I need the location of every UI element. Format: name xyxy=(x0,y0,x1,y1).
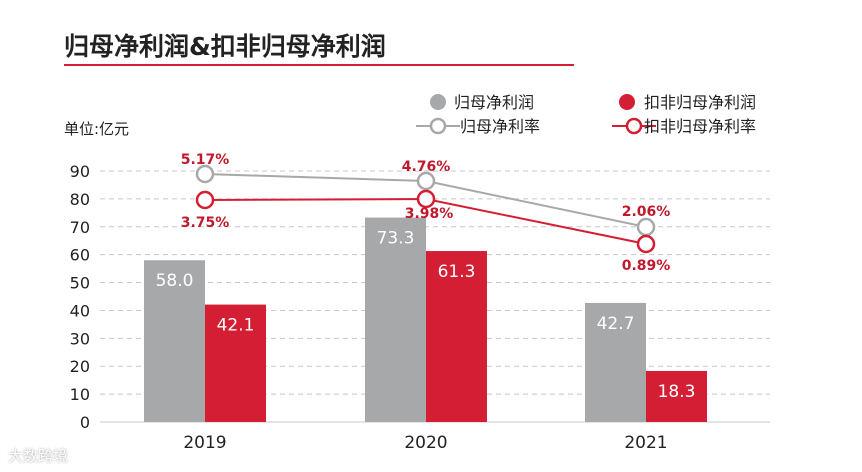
x-tick-label: 2019 xyxy=(183,433,226,453)
bars: 58.0 73.3 42.7 42.1 61.3 18.3 xyxy=(144,217,707,422)
rate-label: 3.75% xyxy=(181,215,230,231)
line-point xyxy=(195,190,215,210)
y-tick-label: 50 xyxy=(70,274,90,293)
rate-label: 0.89% xyxy=(622,258,671,274)
legend-swatch xyxy=(430,94,446,110)
line-point xyxy=(195,164,215,184)
legend-label: 扣非归母净利率 xyxy=(644,117,756,136)
legend-label: 扣非归母净利润 xyxy=(644,93,756,112)
legend-label: 归母净利率 xyxy=(460,117,540,136)
x-tick-label: 2020 xyxy=(404,433,447,453)
rate-label: 4.76% xyxy=(402,159,451,175)
rate-label: 3.98% xyxy=(405,206,454,222)
bar-kou-fei xyxy=(646,370,707,422)
bar-gui-mu xyxy=(585,302,646,422)
bar-gui-mu xyxy=(365,217,426,422)
legend-marker xyxy=(429,117,447,135)
line-point xyxy=(416,189,436,209)
bar-value-label: 42.7 xyxy=(597,314,635,334)
unit-label: 单位:亿元 xyxy=(64,120,129,138)
y-tick-label: 20 xyxy=(70,357,90,376)
legend-marker xyxy=(625,117,643,135)
line-point xyxy=(416,171,436,191)
line-point xyxy=(636,234,656,254)
bar-value-label: 58.0 xyxy=(156,271,194,291)
bar-value-label: 73.3 xyxy=(377,229,415,249)
x-axis: 2019 2020 2021 xyxy=(183,433,667,453)
bar-value-label: 18.3 xyxy=(658,382,696,402)
y-tick-label: 0 xyxy=(80,413,90,432)
lines: 5.17% 4.76% 2.06% 3.75% 3.98% 0.89% xyxy=(181,152,671,274)
y-tick-label: 30 xyxy=(70,329,90,348)
bar-value-label: 42.1 xyxy=(217,316,255,336)
y-tick-label: 80 xyxy=(70,190,90,209)
rate-label: 2.06% xyxy=(622,204,671,220)
x-tick-label: 2021 xyxy=(624,433,667,453)
line-point xyxy=(636,217,656,237)
y-tick-label: 70 xyxy=(70,218,90,237)
rate-label: 5.17% xyxy=(181,152,230,168)
bar-gui-mu xyxy=(144,260,205,422)
chart-title: 归母净利润&扣非归母净利润 xyxy=(64,32,386,61)
y-tick-label: 90 xyxy=(70,162,90,181)
bar-kou-fei xyxy=(426,251,487,422)
y-tick-label: 60 xyxy=(70,246,90,265)
bar-kou-fei xyxy=(205,304,266,422)
legend-label: 归母净利润 xyxy=(454,93,534,112)
y-tick-label: 10 xyxy=(70,385,90,404)
legend-swatch xyxy=(619,94,635,110)
watermark: 大数跨境 xyxy=(8,447,69,465)
y-tick-label: 40 xyxy=(70,301,90,320)
bar-value-label: 61.3 xyxy=(438,262,476,282)
